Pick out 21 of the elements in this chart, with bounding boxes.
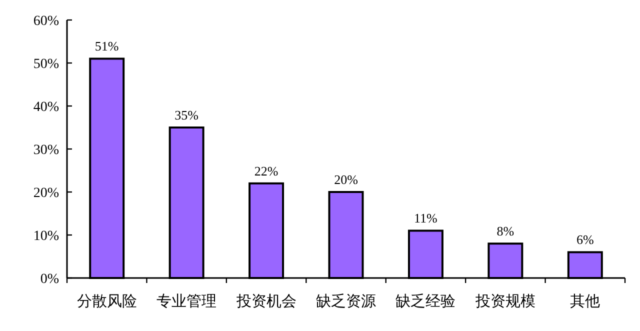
data-label: 6% <box>576 232 594 248</box>
data-label: 8% <box>496 224 514 239</box>
x-tick-label: 投资规模 <box>474 293 536 310</box>
y-tick-label: 40% <box>33 100 60 115</box>
y-tick-label: 50% <box>33 57 60 72</box>
data-label: 20% <box>334 172 358 187</box>
y-tick-label: 20% <box>33 186 60 201</box>
x-tick-label: 缺乏资源 <box>316 293 376 310</box>
y-tick-label: 60% <box>33 14 60 29</box>
y-tick-label: 30% <box>33 143 60 158</box>
x-tick-label: 缺乏经验 <box>396 293 456 310</box>
x-tick-label: 投资机会 <box>235 293 296 310</box>
y-tick-label: 10% <box>33 229 60 244</box>
data-label: 11% <box>414 210 438 226</box>
data-label: 35% <box>174 108 199 122</box>
x-tick-label: 其他 <box>570 293 600 310</box>
data-label: 51% <box>94 38 119 54</box>
data-label: 22% <box>254 163 278 178</box>
x-tick-label: 专业管理 <box>156 293 217 310</box>
y-tick-label: 0% <box>40 272 60 287</box>
x-tick-label: 分散风险 <box>76 293 137 310</box>
